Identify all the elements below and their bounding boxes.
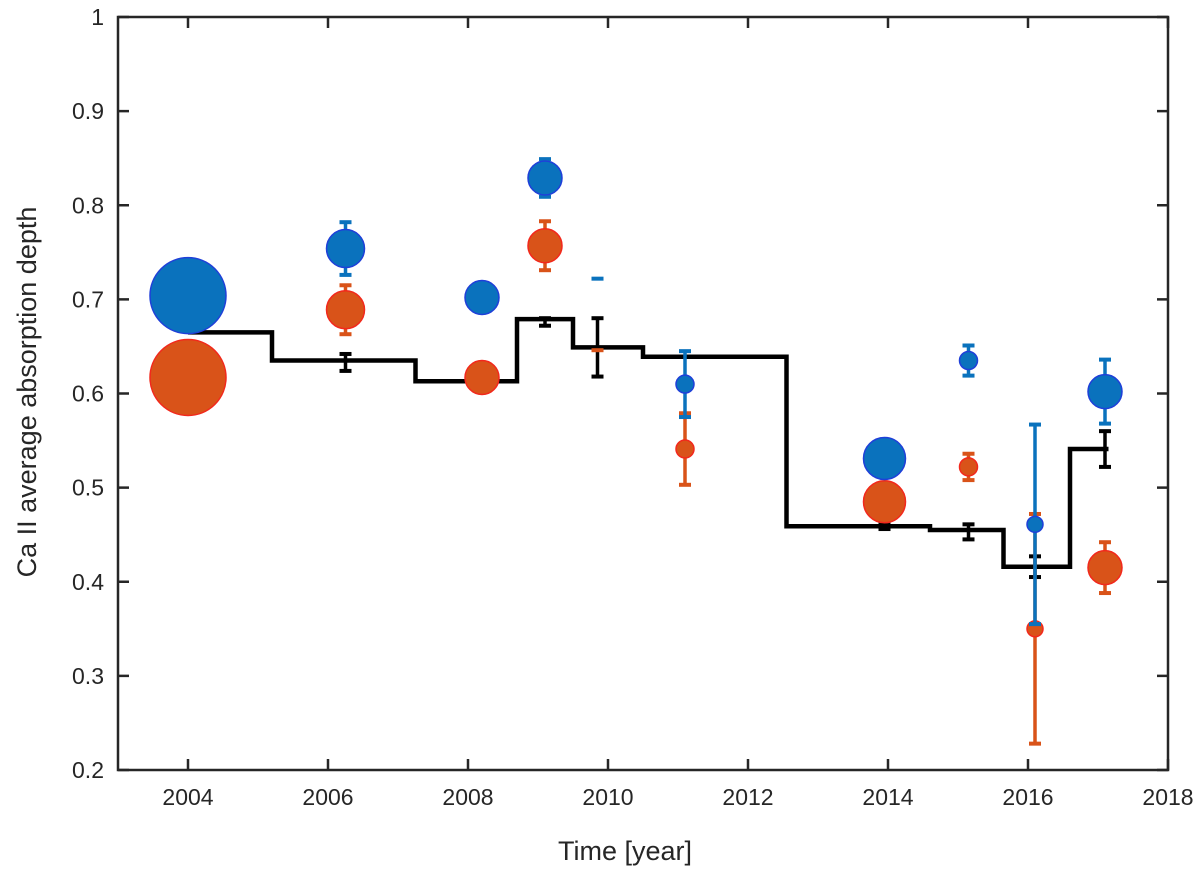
step-error-bar-0 [339,351,352,373]
orange-point-6 [862,479,907,524]
y-tick-label-0.3: 0.3 [72,663,104,689]
step-error-bar-2 [591,316,604,379]
orange-point-0 [149,338,227,417]
blue-point-0 [149,256,227,335]
step-error-bar-6 [1099,429,1111,469]
blue-point-9 [1087,373,1123,410]
step-line-black [188,316,1109,569]
orange-point-2 [464,359,500,396]
y-tick-label-0.7: 0.7 [72,286,104,312]
blue-point-1 [325,228,366,269]
x-tick-label-2012: 2012 [722,784,773,810]
y-tick-label-0.8: 0.8 [72,192,104,218]
y-tick-label-0.9: 0.9 [72,98,104,124]
step-error-bar-1 [539,316,551,328]
blue-point-5 [675,374,695,394]
x-tick-label-2004: 2004 [162,784,213,810]
step-error-bar-4 [962,522,975,542]
y-tick-label-0.6: 0.6 [72,381,104,407]
orange-point-7 [958,457,979,477]
y-tick-label-0.5: 0.5 [72,475,104,501]
orange-point-5 [675,439,695,459]
x-tick-label-2018: 2018 [1142,784,1193,810]
orange-point-9 [1087,549,1123,586]
x-tick-label-2010: 2010 [582,784,633,810]
x-tick-label-2014: 2014 [862,784,913,810]
blue-point-7 [958,350,979,371]
x-tick-label-2006: 2006 [302,784,353,810]
orange-point-3 [527,227,563,264]
x-tick-label-2016: 2016 [1002,784,1053,810]
blue-point-8 [1026,515,1044,534]
x-axis-title: Time [year] [558,836,692,866]
blue-point-3 [527,160,563,196]
y-tick-label-0.4: 0.4 [72,569,104,595]
blue-point-6 [862,436,907,481]
x-tick-label-2008: 2008 [442,784,493,810]
y-tick-label-0.2: 0.2 [72,757,104,783]
axes: 2004 2006 2008 2010 2012 2014 2016 2018 0.2 0.3 0.… [72,4,1194,810]
y-tick-label-1: 1 [91,4,104,30]
orange-point-1 [325,289,366,330]
axes-box [116,15,1170,772]
blue-point-2 [464,279,500,316]
y-axis-title: Ca II average absorption depth [12,207,42,578]
plot-area [149,157,1123,746]
